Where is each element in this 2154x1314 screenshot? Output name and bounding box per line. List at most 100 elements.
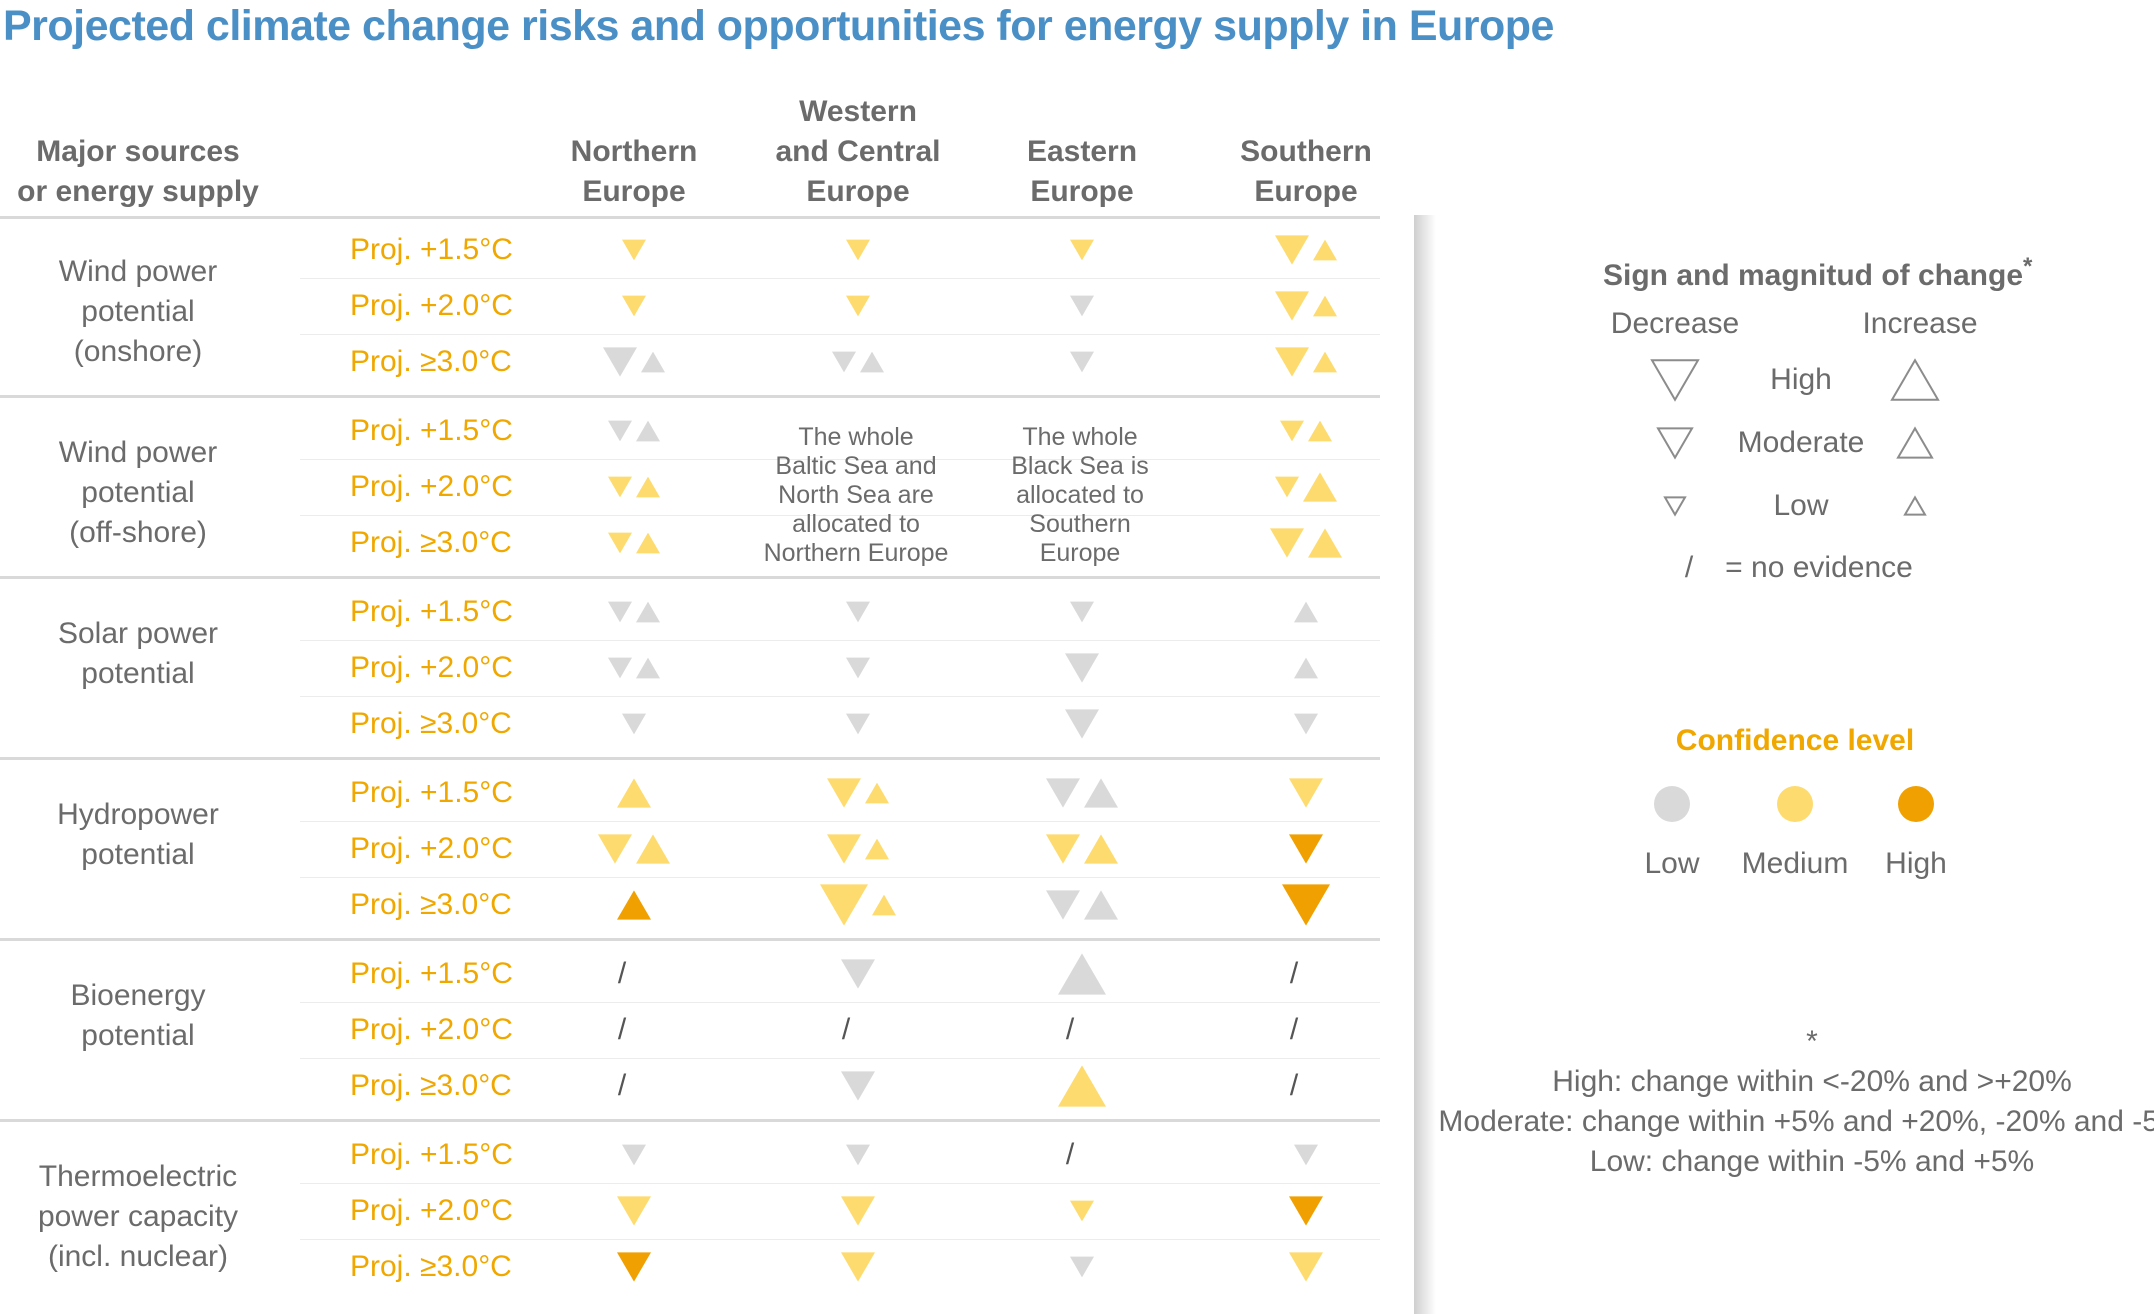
confidence-low-circle [1654, 786, 1690, 822]
legend-level-moderate: Moderate [1737, 426, 1865, 459]
note-line: Europe [1039, 539, 1121, 567]
decrease-high-medium-triangle [1275, 347, 1309, 377]
header-line: Eastern [1026, 135, 1138, 168]
row-divider [300, 877, 1380, 878]
scenario-label: Proj. +1.5°C [350, 233, 513, 266]
footnote: * High: change within <-20% and >+20% Mo… [1438, 1022, 2154, 1182]
footnote-line: Low: change within -5% and +5% [1589, 1145, 2035, 1178]
source-line: Bioenergy [70, 979, 206, 1012]
group-divider [0, 216, 1380, 219]
header-western-central-europe: Western and Central Europe [775, 92, 940, 212]
decrease-xhigh-high-triangle [1282, 884, 1330, 926]
source-line: Solar power [57, 617, 219, 650]
note-western-offshore: The whole Baltic Sea and North Sea are a… [756, 423, 956, 568]
scenario-label: Proj. +1.5°C [350, 957, 513, 990]
decrease-moderate-medium-triangle [1275, 476, 1299, 498]
group-divider [0, 395, 1380, 398]
decrease-high-medium-triangle [598, 834, 632, 864]
legend-asterisk: * [2023, 253, 2033, 280]
row-divider [300, 515, 1380, 516]
row-divider [300, 1183, 1380, 1184]
source-solar: Solar power potential [8, 614, 268, 694]
decrease-high-low-triangle [603, 347, 637, 377]
no-evidence-mark: / [841, 1013, 851, 1046]
source-line: potential [81, 657, 195, 690]
footnote-asterisk: * [1806, 1025, 1818, 1058]
increase-high-low-triangle [1084, 890, 1118, 920]
header-eastern-europe: Eastern Europe [1027, 132, 1137, 212]
scenario-label: Proj. +2.0°C [350, 651, 513, 684]
source-line: (off-shore) [69, 516, 207, 549]
scenario-label: Proj. +1.5°C [350, 414, 513, 447]
legend-decrease: Decrease [1610, 307, 1740, 340]
note-line: allocated to [1016, 481, 1144, 509]
increase-high-low-triangle [1084, 778, 1118, 808]
decrease-high-low-triangle [841, 1071, 875, 1101]
note-line: Southern [1029, 510, 1131, 538]
scenario-label: Proj. +1.5°C [350, 1138, 513, 1171]
legend-decrease-high-triangle [1650, 359, 1700, 402]
source-thermoelectric: Thermoelectric power capacity (incl. nuc… [8, 1157, 268, 1277]
row-divider [300, 459, 1380, 460]
decrease-high-high-triangle [617, 1252, 651, 1282]
legend-decrease-moderate-triangle [1656, 427, 1694, 460]
legend-title-text: Sign and magnitud of change [1603, 259, 2023, 292]
source-line: potential [81, 476, 195, 509]
decrease-high-low-triangle [841, 959, 875, 989]
no-evidence-mark: / [1289, 957, 1299, 990]
source-hydropower: Hydropower potential [8, 795, 268, 875]
header-line: Southern [1240, 135, 1372, 168]
decrease-moderate-low-triangle [1070, 601, 1094, 623]
decrease-high-medium-triangle [827, 834, 861, 864]
row-divider [300, 1058, 1380, 1059]
increase-high-high-triangle [617, 890, 651, 920]
scenario-label: Proj. ≥3.0°C [350, 1250, 512, 1283]
increase-moderate-low-triangle [860, 351, 884, 373]
source-line: (incl. nuclear) [47, 1240, 229, 1273]
increase-moderate-medium-triangle [1313, 351, 1337, 373]
header-northern-europe: Northern Europe [571, 132, 698, 212]
increase-moderate-medium-triangle [636, 476, 660, 498]
scenario-label: Proj. ≥3.0°C [350, 1069, 512, 1102]
increase-moderate-medium-triangle [1308, 420, 1332, 442]
legend-increase-moderate-triangle [1896, 426, 1934, 459]
note-line: Northern Europe [763, 539, 949, 567]
footnote-line: Moderate: change within +5% and +20%, -2… [1438, 1105, 2154, 1138]
source-line: power capacity [37, 1200, 239, 1233]
decrease-moderate-low-triangle [832, 351, 856, 373]
decrease-moderate-low-triangle [1070, 1256, 1094, 1278]
row-divider [300, 278, 1380, 279]
source-line: Thermoelectric [38, 1160, 238, 1193]
decrease-high-medium-triangle [827, 778, 861, 808]
increase-moderate-medium-triangle [865, 838, 889, 860]
increase-moderate-medium-triangle [636, 532, 660, 554]
decrease-high-medium-triangle [1046, 834, 1080, 864]
increase-high-medium-triangle [1084, 834, 1118, 864]
header-line: Europe [806, 175, 910, 208]
legend-no-evidence: = no evidence [1725, 551, 1913, 584]
decrease-xhigh-medium-triangle [820, 884, 868, 926]
header-major-sources: Major sources or energy supply [17, 132, 259, 212]
header-line: Europe [1254, 175, 1358, 208]
decrease-high-medium-triangle [1289, 778, 1323, 808]
legend-title: Sign and magnitud of change* [1603, 253, 2032, 293]
decrease-high-medium-triangle [841, 1252, 875, 1282]
decrease-moderate-low-triangle [622, 1144, 646, 1166]
scenario-label: Proj. +2.0°C [350, 832, 513, 865]
increase-moderate-low-triangle [636, 420, 660, 442]
decrease-high-low-triangle [1065, 709, 1099, 739]
increase-moderate-low-triangle [636, 601, 660, 623]
confidence-medium-circle [1777, 786, 1813, 822]
source-line: potential [81, 838, 195, 871]
row-divider [300, 1002, 1380, 1003]
panel-divider [1414, 215, 1436, 1314]
confidence-high-label: High [1885, 847, 1947, 880]
increase-xhigh-medium-triangle [1058, 1065, 1106, 1107]
scenario-label: Proj. ≥3.0°C [350, 345, 512, 378]
header-line: or energy supply [17, 175, 259, 208]
no-evidence-mark: / [617, 1069, 627, 1102]
decrease-moderate-low-triangle [846, 1144, 870, 1166]
decrease-moderate-medium-triangle [1070, 239, 1094, 261]
no-evidence-mark: / [1289, 1013, 1299, 1046]
confidence-title: Confidence level [1675, 724, 1915, 757]
